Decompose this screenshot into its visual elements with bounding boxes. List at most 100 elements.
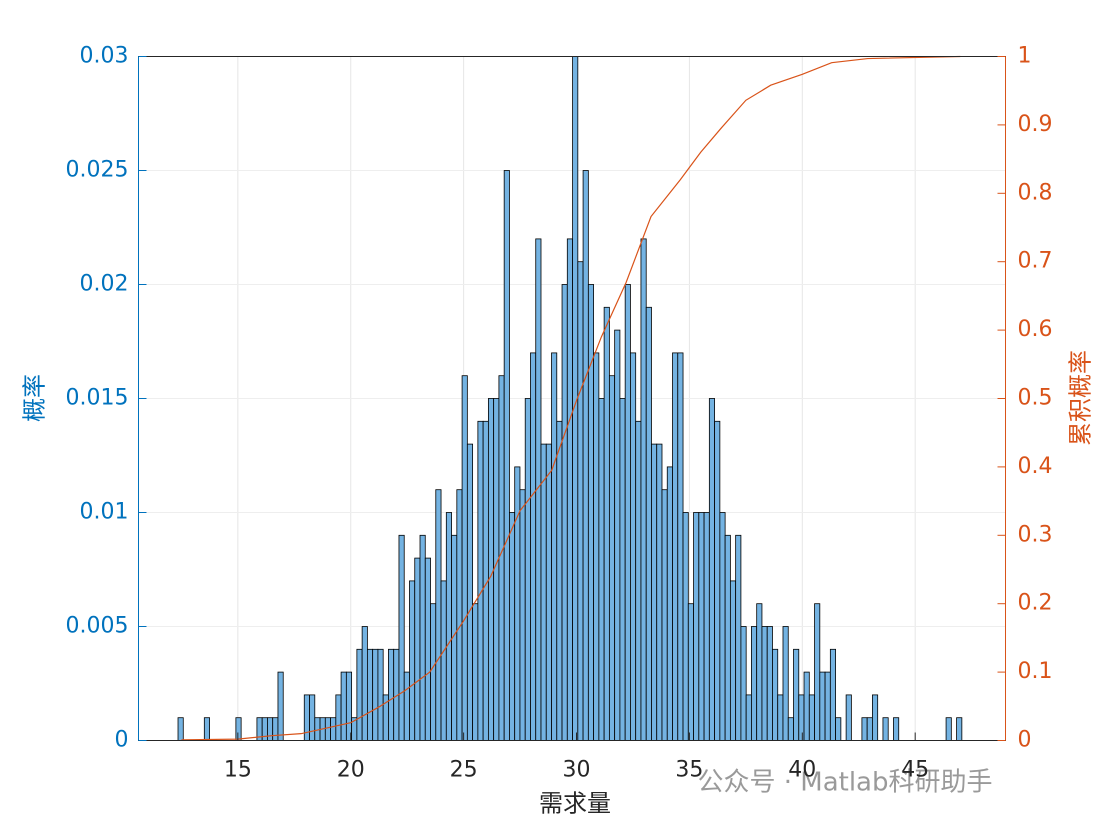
bar [540,443,547,741]
bar [430,603,437,741]
bar [419,534,426,741]
bar [745,694,752,741]
bar [787,717,794,741]
bar [672,352,679,741]
bar [861,717,868,741]
bar [403,671,410,741]
x-tick-label: 45 [901,758,929,783]
y-tick-label: 0.015 [66,386,129,411]
bar [882,717,889,741]
bar [440,580,447,741]
bar [545,443,552,741]
bar [414,557,421,741]
bar [724,534,731,741]
y-tick-label: 0 [115,728,129,753]
x-tick-label: 25 [450,758,478,783]
bar [366,648,374,741]
bar [835,717,842,741]
watermark: 公众号 · Matlab科研助手 [697,768,992,798]
bar [409,580,416,741]
y2-tick-label: 0.5 [1018,386,1053,411]
bar [677,352,684,741]
bar [577,261,584,741]
bar [598,398,605,741]
y-tick-label: 0.025 [66,158,129,183]
bar [656,443,663,741]
bar [519,489,526,741]
bar [772,648,779,741]
bar [493,398,500,741]
bar [324,717,331,741]
bar [751,626,758,741]
bar [761,626,768,741]
bar [740,626,747,741]
bar [424,557,431,741]
bar [777,694,784,741]
bar [340,671,347,741]
y-tick-label: 0.005 [66,614,129,639]
y2-tick-label: 0.9 [1018,112,1053,137]
bar [698,512,705,741]
y2-tick-label: 0.7 [1018,249,1053,274]
bar [566,238,573,741]
x-tick-label: 15 [224,758,252,783]
bar [798,694,805,741]
bar [603,306,610,741]
bar [687,603,694,741]
y2-tick-label: 0.3 [1018,522,1053,547]
bar [398,534,405,741]
bar [703,512,710,741]
bar [503,170,510,741]
bar [756,603,763,741]
y2-tick-label: 0.4 [1018,454,1053,479]
y-axis-label: 概率 [21,374,49,422]
y2-tick-label: 0.6 [1018,317,1053,342]
bar [561,284,568,741]
x-tick-label: 40 [788,758,816,783]
bar [330,717,337,741]
y2-tick-label: 0.8 [1018,180,1053,205]
bar [782,626,789,741]
bar [551,352,558,741]
bar [708,398,716,741]
bar [945,717,952,741]
bar [824,671,831,741]
bar [872,694,879,741]
bar [498,375,505,741]
bar [435,489,442,741]
bar [472,603,479,741]
bar [377,648,384,741]
bar [866,717,873,741]
bar [466,443,474,741]
y2-tick-label: 0 [1018,728,1032,753]
x-axis-label: 需求量 [539,790,611,818]
bar [845,694,852,741]
bar [477,420,484,741]
bar [509,512,516,741]
bar [235,717,242,741]
bar [345,671,353,741]
bar [593,352,600,741]
bar [619,398,626,741]
bar [388,648,395,741]
bar [177,717,184,741]
bar [651,443,658,741]
bar [608,375,616,741]
bar [719,512,726,741]
bar [445,512,452,741]
bar [814,603,821,741]
cdf-line [181,55,961,741]
bar [666,466,673,741]
bar [267,717,274,741]
bar [524,398,531,741]
bar [530,352,537,741]
bar [630,352,637,741]
bar [587,284,595,741]
bar [272,717,279,741]
bar [514,466,521,741]
bar [487,398,495,741]
bar [956,717,963,741]
bar [277,671,284,741]
bar [682,512,689,741]
